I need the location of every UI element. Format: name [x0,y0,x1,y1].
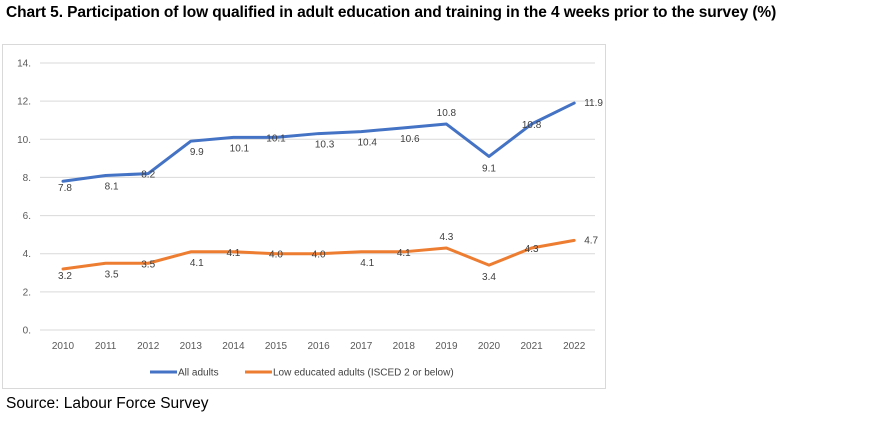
data-label: 7.8 [58,183,72,194]
data-label: 4.1 [190,258,204,269]
y-tick-label: 14. [17,59,31,70]
x-tick-label: 2013 [180,341,203,352]
legend-label-low-educated: Low educated adults (ISCED 2 or below) [273,368,454,379]
series-line-all-adults [61,101,576,183]
y-tick-label: 4. [23,249,31,260]
data-label: 10.1 [266,133,286,144]
legend-label-all-adults: All adults [178,368,219,379]
x-tick-label: 2016 [307,341,330,352]
source-note: Source: Labour Force Survey [6,395,209,412]
x-tick-label: 2010 [52,341,75,352]
data-label: 8.1 [105,182,119,193]
y-tick-label: 12. [17,97,31,108]
x-tick-label: 2017 [350,341,373,352]
series-line-low-educated [61,238,576,271]
y-tick-label: 2. [23,287,31,298]
data-label: 9.1 [482,163,496,174]
x-tick-label: 2021 [520,341,543,352]
data-label: 3.4 [482,272,496,283]
data-label: 10.4 [357,138,377,149]
data-label: 10.1 [230,143,250,154]
data-label: 9.9 [190,147,204,158]
data-label: 4.1 [226,248,240,259]
chart-title: Chart 5. Participation of low qualified … [6,4,777,21]
data-label: 4.0 [269,250,283,261]
data-label: 10.3 [315,140,335,151]
data-label: 4.0 [312,250,326,261]
data-label: 10.8 [437,108,457,119]
x-tick-label: 2022 [563,341,586,352]
data-label: 4.3 [439,232,453,243]
x-tick-label: 2011 [95,341,117,352]
data-label: 3.2 [58,271,72,282]
data-label: 3.5 [141,259,155,270]
x-tick-label: 2012 [137,341,160,352]
data-label: 4.7 [584,235,598,246]
data-label: 4.3 [525,244,539,255]
y-tick-label: 6. [23,211,31,222]
data-label: 3.5 [105,269,119,280]
y-tick-label: 8. [23,173,31,184]
x-tick-label: 2015 [265,341,288,352]
data-label: 4.1 [360,258,374,269]
data-label: 10.8 [522,120,542,131]
y-tick-label: 0. [23,326,31,337]
data-label: 4.1 [397,248,411,259]
x-tick-label: 2018 [393,341,416,352]
x-tick-label: 2014 [222,341,245,352]
data-label: 10.6 [400,134,420,145]
x-tick-label: 2019 [435,341,458,352]
data-label: 11.9 [584,98,603,109]
y-tick-label: 10. [17,135,31,146]
data-label: 8.2 [141,170,155,181]
x-tick-label: 2020 [478,341,501,352]
